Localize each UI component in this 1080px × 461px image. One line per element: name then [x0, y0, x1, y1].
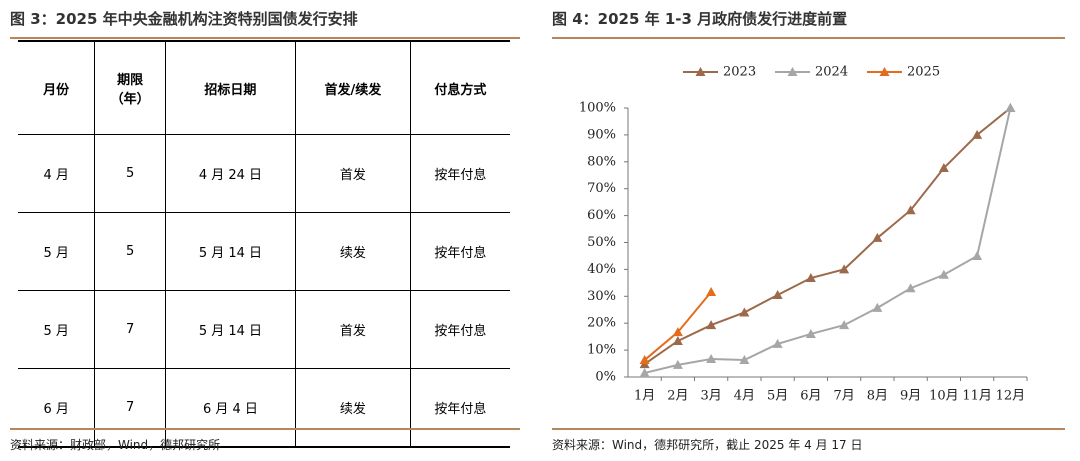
point-marker	[905, 283, 916, 293]
table-cell: 6 月 4 日	[165, 368, 296, 448]
point-marker	[639, 355, 650, 365]
table-cell: 首发	[295, 134, 411, 213]
y-tick-label: 90%	[587, 127, 616, 142]
point-marker	[672, 327, 683, 337]
table-cell: 7	[94, 290, 167, 369]
x-tick-label: 8月	[867, 389, 888, 404]
point-marker	[772, 289, 783, 299]
y-tick-label: 80%	[587, 154, 616, 169]
legend-marker	[787, 67, 798, 76]
point-marker	[706, 353, 717, 363]
x-tick-label: 11月	[962, 389, 992, 404]
x-tick-label: 2月	[667, 389, 688, 404]
series-line	[643, 291, 712, 361]
table-cell: 5	[94, 212, 167, 291]
header-cell: 月份	[18, 41, 96, 135]
table-cell: 续发	[295, 368, 411, 448]
legend-marker	[695, 67, 706, 76]
point-marker	[972, 129, 983, 139]
series-line	[644, 107, 1012, 365]
table-title: 图 3：2025 年中央金融机构注资特别国债发行安排	[10, 10, 358, 28]
table-cell: 5 月	[18, 212, 96, 291]
point-marker	[772, 338, 783, 348]
header-cell: 招标日期	[165, 41, 296, 135]
table-cell: 7	[94, 368, 167, 448]
chart-title: 图 4：2025 年 1-3 月政府债发行进度前置	[552, 10, 848, 28]
chart-source: 资料来源：Wind，德邦研究所，截止 2025 年 4 月 17 日	[552, 438, 863, 452]
series-line	[644, 107, 1012, 374]
table-cell: 5 月	[18, 290, 96, 369]
point-marker	[905, 205, 916, 215]
point-marker	[938, 269, 949, 279]
legend-label: 2025	[907, 65, 940, 80]
header-cell: 首发/续发	[295, 41, 411, 135]
table-cell: 4 月 24 日	[165, 134, 296, 213]
point-marker	[739, 355, 750, 365]
y-tick-label: 50%	[587, 235, 616, 250]
table-cell: 4 月	[18, 134, 96, 213]
table-cell: 首发	[295, 290, 411, 369]
x-tick-label: 3月	[700, 389, 721, 404]
x-tick-label: 5月	[767, 389, 788, 404]
y-tick-label: 70%	[587, 181, 616, 196]
table-cell: 5 月 14 日	[165, 212, 296, 291]
y-tick-label: 10%	[587, 343, 616, 358]
x-tick-label: 7月	[833, 389, 854, 404]
header-cell: 付息方式	[410, 41, 510, 135]
table-cell: 5 月 14 日	[165, 290, 296, 369]
point-marker	[706, 320, 717, 330]
x-tick-label: 6月	[800, 389, 821, 404]
table-cell: 6 月	[18, 368, 96, 448]
point-marker	[672, 359, 683, 369]
point-marker	[839, 320, 850, 330]
bottom-rule	[10, 428, 520, 430]
point-marker	[938, 162, 949, 172]
x-tick-label: 1月	[634, 389, 655, 404]
y-tick-label: 40%	[587, 262, 616, 277]
point-marker	[739, 307, 750, 317]
legend-label: 2023	[723, 65, 756, 80]
point-marker	[872, 302, 883, 312]
point-marker	[639, 367, 650, 377]
bottom-rule	[552, 428, 1065, 430]
point-marker	[839, 264, 850, 274]
y-tick-label: 20%	[587, 316, 616, 331]
point-marker	[872, 232, 883, 242]
table-cell: 按年付息	[410, 212, 510, 291]
x-tick-label: 4月	[734, 389, 755, 404]
table-cell: 按年付息	[410, 290, 510, 369]
x-tick-label: 10月	[929, 389, 959, 404]
header-cell: 期限 （年）	[94, 41, 167, 135]
legend-label: 2024	[815, 65, 848, 80]
point-marker	[1005, 103, 1016, 112]
legend-marker	[879, 67, 890, 76]
table-source: 资料来源：财政部，Wind，德邦研究所	[10, 438, 221, 452]
title-rule	[552, 37, 1065, 39]
header-row: 月份 期限 （年） 招标日期 首发/续发 付息方式	[18, 41, 510, 135]
point-marker	[672, 335, 683, 345]
y-tick-label: 60%	[587, 208, 616, 223]
point-marker	[805, 273, 816, 283]
table-cell: 5	[94, 134, 167, 213]
y-tick-label: 30%	[587, 289, 616, 304]
point-marker	[706, 286, 717, 296]
table-cell: 按年付息	[410, 368, 510, 448]
x-tick-label: 12月	[996, 389, 1026, 404]
point-marker	[972, 250, 983, 260]
point-marker	[805, 328, 816, 338]
y-tick-label: 100%	[579, 101, 616, 116]
title-rule	[10, 37, 520, 39]
y-tick-label: 0%	[595, 370, 616, 385]
table-cell: 按年付息	[410, 134, 510, 213]
table-cell: 续发	[295, 212, 411, 291]
x-tick-label: 9月	[900, 389, 921, 404]
